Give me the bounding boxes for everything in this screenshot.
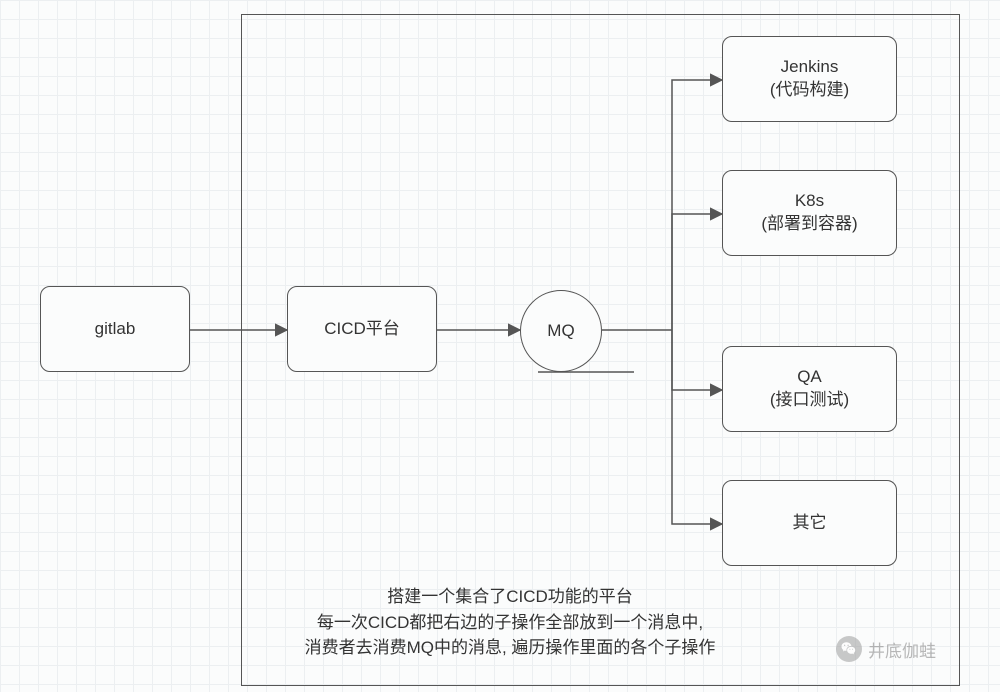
node-other-label: 其它 bbox=[793, 512, 827, 535]
node-qa: QA (接口测试) bbox=[722, 346, 897, 432]
node-cicd-label: CICD平台 bbox=[324, 318, 400, 341]
node-cicd: CICD平台 bbox=[287, 286, 437, 372]
watermark-text: 井底伽蛙 bbox=[868, 637, 936, 662]
node-gitlab: gitlab bbox=[40, 286, 190, 372]
node-qa-label: QA (接口测试) bbox=[770, 366, 849, 412]
node-mq: MQ bbox=[520, 290, 602, 372]
node-jenkins: Jenkins (代码构建) bbox=[722, 36, 897, 122]
wechat-icon bbox=[836, 636, 862, 662]
node-k8s: K8s (部署到容器) bbox=[722, 170, 897, 256]
node-other: 其它 bbox=[722, 480, 897, 566]
wechat-icon-svg bbox=[840, 640, 858, 658]
watermark: 井底伽蛙 bbox=[836, 636, 936, 662]
diagram-canvas: gitlab CICD平台 MQ Jenkins (代码构建) K8s (部署到容器) Q… bbox=[0, 0, 1000, 692]
node-mq-label: MQ bbox=[547, 321, 574, 341]
node-jenkins-label: Jenkins (代码构建) bbox=[770, 56, 849, 102]
node-gitlab-label: gitlab bbox=[95, 318, 136, 341]
diagram-caption: 搭建一个集合了CICD功能的平台 每一次CICD都把右边的子操作全部放到一个消息… bbox=[260, 584, 760, 661]
node-k8s-label: K8s (部署到容器) bbox=[761, 190, 857, 236]
